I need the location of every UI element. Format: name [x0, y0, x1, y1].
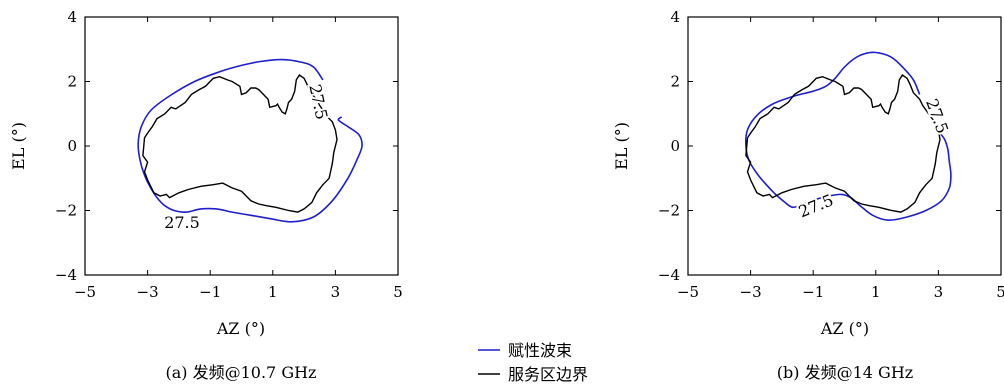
x-tick-label: 1: [268, 283, 278, 301]
y-tick-label: −2: [55, 202, 77, 220]
y-axis-label-a: EL (°): [9, 122, 28, 170]
y-tick-label: 2: [67, 73, 77, 91]
caption-a: (a) 发频@10.7 GHz: [166, 363, 317, 382]
plot-frame-a: [84, 16, 399, 276]
ticks-a: −5 −3 −1 1 3 5 4 2 0 −2 −4: [55, 8, 403, 301]
x-tick-label: 5: [996, 283, 1004, 301]
legend-label-service-boundary: 服务区边界: [508, 365, 588, 384]
ticks-b: −5 −3 −1 1 3 5 4 2 0 −2 −4: [658, 8, 1004, 301]
legend: 赋性波束 服务区边界: [478, 341, 588, 384]
x-tick-label: 5: [393, 283, 403, 301]
x-axis-label-a: AZ (°): [216, 319, 265, 338]
y-tick-label: 4: [670, 8, 680, 26]
x-tick-label: 3: [331, 283, 341, 301]
y-tick-label: 0: [67, 137, 77, 155]
plot-frame-b: [687, 16, 1002, 276]
service-boundary-line-a: [142, 74, 338, 213]
shaped-beam-line-a: [137, 58, 363, 223]
y-tick-label: −4: [55, 266, 77, 284]
x-tick-label: −5: [677, 283, 699, 301]
x-tick-label: −5: [74, 283, 96, 301]
x-axis-label-b: AZ (°): [820, 319, 869, 338]
y-axis-label-b: EL (°): [612, 122, 631, 170]
caption-b: (b) 发频@14 GHz: [777, 363, 913, 382]
y-tick-label: −2: [658, 202, 680, 220]
y-tick-label: 0: [670, 137, 680, 155]
x-tick-label: 1: [871, 283, 881, 301]
shaped-beam-line-b: [744, 51, 952, 222]
panel-b: −5 −3 −1 1 3 5 4 2 0 −2 −4 27.5 27.5 AZ (°) EL (°)…: [612, 8, 1004, 382]
x-tick-label: −3: [137, 283, 159, 301]
legend-label-shaped-beam: 赋性波束: [508, 341, 572, 360]
panel-a: −5 −3 −1 1 3 5 4 2 0 −2 −4 27.5 27.5 AZ (°) EL (°)…: [9, 8, 403, 382]
contour-label-b-1: 27.5: [922, 96, 952, 136]
y-tick-label: 4: [67, 8, 77, 26]
x-tick-label: −1: [199, 283, 221, 301]
y-tick-label: 2: [670, 73, 680, 91]
contour-label-a-1: 27.5: [305, 82, 331, 121]
contour-label-a-2: 27.5: [164, 213, 200, 232]
contour-label-b-2: 27.5: [796, 190, 836, 221]
y-tick-label: −4: [658, 266, 680, 284]
x-tick-label: 3: [934, 283, 944, 301]
service-boundary-line-b: [745, 74, 941, 213]
x-tick-label: −3: [740, 283, 762, 301]
x-tick-label: −1: [802, 283, 824, 301]
